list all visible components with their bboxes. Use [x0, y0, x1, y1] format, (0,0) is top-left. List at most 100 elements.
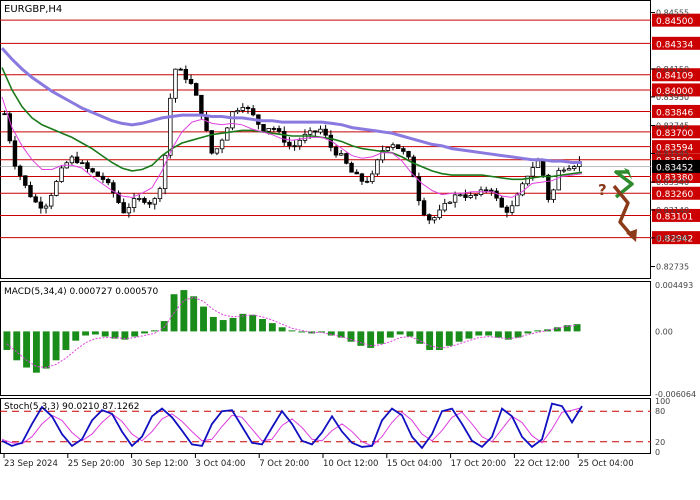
candle-body-18 — [95, 171, 101, 177]
macd-bar-5 — [52, 331, 60, 361]
time-label-4: 7 Oct 20:00 — [259, 459, 309, 469]
candle-body-87 — [452, 194, 458, 203]
macd-bar-40 — [396, 331, 404, 335]
candle-body-9 — [48, 195, 54, 207]
candle-body-22 — [116, 192, 121, 203]
stoch-tick-label-2: 20 — [655, 438, 665, 447]
level-label-8: 0.83380 — [656, 173, 693, 183]
candle-body-8 — [43, 205, 49, 209]
candle-body-10 — [54, 181, 59, 196]
candle-body-91 — [473, 194, 479, 196]
candle-body-24 — [126, 207, 132, 214]
level-tag-8 — [652, 169, 700, 183]
candle-body-52 — [271, 128, 277, 130]
candle-body-54 — [282, 131, 287, 143]
level-label-0: 0.84500 — [656, 17, 693, 27]
macd-bar-8 — [82, 331, 89, 336]
candle-body-69 — [359, 173, 365, 182]
level-tag-5 — [652, 125, 700, 139]
macd-bar-52 — [514, 331, 522, 338]
up-arrow-icon — [614, 170, 634, 199]
candle-body-53 — [276, 128, 282, 132]
candle-body-75 — [390, 144, 396, 148]
level-label-10: 0.83101 — [656, 212, 693, 222]
candle-body-88 — [458, 194, 463, 197]
macd-bar-4 — [42, 331, 50, 369]
candle-body-48 — [250, 108, 256, 116]
time-label-8: 22 Oct 12:00 — [514, 459, 569, 469]
candle-body-19 — [100, 175, 106, 180]
candle-body-93 — [483, 189, 489, 192]
current-price-tag — [652, 159, 700, 173]
candle-body-105 — [546, 174, 551, 200]
candle-body-101 — [525, 175, 530, 185]
macd-bar-58 — [573, 324, 581, 332]
macd-signal-line — [6, 296, 578, 369]
candle-body-47 — [245, 106, 251, 110]
macd-bar-56 — [553, 327, 561, 332]
price-tick-label-0: 0.84555 — [656, 8, 689, 17]
macd-bar-49 — [485, 331, 493, 336]
stoch-main-line — [1, 402, 583, 450]
macd-bar-39 — [386, 331, 394, 338]
candle-body-3 — [17, 165, 23, 177]
candle-body-66 — [344, 153, 349, 164]
macd-bar-25 — [249, 314, 257, 332]
macd-panel-title: MACD(5,34,4) 0.000727 0.000570 — [4, 287, 159, 297]
macd-bar-47 — [465, 331, 473, 339]
macd-bar-54 — [534, 330, 542, 332]
price-tick-label-1: 0.84150 — [656, 65, 689, 74]
macd-bar-37 — [367, 331, 375, 348]
time-label-1: 25 Sep 20:00 — [68, 459, 125, 469]
candle-body-42 — [219, 139, 225, 150]
macd-bar-13 — [131, 331, 139, 337]
candle-body-70 — [364, 180, 370, 183]
macd-bar-0 — [3, 331, 11, 350]
candle-body-46 — [240, 106, 246, 111]
macd-bar-28 — [278, 327, 286, 332]
macd-bar-38 — [377, 331, 384, 344]
candle-body-29 — [152, 198, 157, 205]
level-tag-1 — [652, 36, 700, 50]
candle-body-68 — [354, 171, 359, 175]
candle-body-26 — [137, 198, 142, 200]
stoch-panel-frame — [0, 398, 651, 454]
macd-tick-label-2: -0.006064 — [655, 390, 696, 399]
macd-bar-16 — [160, 321, 168, 332]
time-label-0: 23 Sep 2024 — [4, 459, 58, 469]
candle-body-80 — [416, 176, 422, 202]
macd-bar-46 — [455, 331, 463, 342]
candle-body-6 — [33, 196, 38, 203]
candle-body-43 — [225, 127, 230, 141]
price-tick-label-4: 0.83545 — [656, 149, 689, 158]
candle-body-89 — [463, 194, 468, 198]
candle-body-71 — [370, 173, 375, 182]
candle-body-57 — [297, 139, 302, 147]
macd-bar-32 — [318, 331, 325, 333]
candle-body-98 — [509, 205, 515, 213]
candle-body-40 — [209, 130, 214, 154]
level-label-6: 0.83594 — [656, 144, 693, 154]
macd-bar-6 — [62, 331, 70, 350]
macd-bar-7 — [72, 331, 80, 341]
level-label-11: 0.82942 — [656, 235, 693, 245]
level-tag-11 — [652, 231, 700, 245]
candle-body-2 — [12, 140, 18, 167]
candle-body-103 — [535, 160, 541, 168]
macd-bar-33 — [327, 331, 335, 336]
macd-bar-19 — [190, 296, 198, 332]
macd-bar-34 — [337, 331, 345, 338]
candle-body-65 — [338, 153, 344, 156]
time-label-3: 3 Oct 04:00 — [195, 459, 245, 469]
down-arrow-head-icon — [626, 229, 637, 242]
candle-body-36 — [188, 78, 194, 84]
candle-body-51 — [266, 128, 271, 132]
candle-body-85 — [442, 202, 447, 211]
candle-body-86 — [447, 201, 453, 204]
macd-bar-11 — [111, 331, 119, 339]
price-panel-title: EURGBP,H4 — [4, 4, 62, 15]
candle-body-99 — [515, 194, 520, 207]
stoch-tick-label-1: 80 — [655, 407, 665, 416]
